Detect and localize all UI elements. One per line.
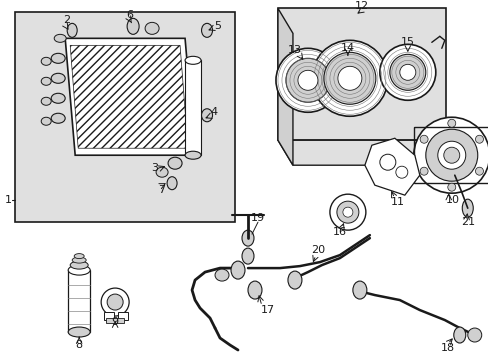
Ellipse shape	[54, 34, 66, 42]
Polygon shape	[65, 38, 195, 155]
Bar	[106, 318, 124, 323]
Ellipse shape	[51, 53, 65, 63]
Bar	[413, 127, 488, 183]
Text: 18: 18	[440, 343, 454, 353]
Text: 3: 3	[151, 163, 158, 173]
Circle shape	[474, 167, 483, 175]
Ellipse shape	[201, 109, 212, 122]
Polygon shape	[364, 138, 419, 195]
Ellipse shape	[287, 271, 301, 289]
Ellipse shape	[145, 22, 159, 34]
Text: 19: 19	[250, 213, 264, 223]
Polygon shape	[277, 8, 292, 165]
Ellipse shape	[156, 167, 168, 177]
Text: 10: 10	[445, 195, 459, 205]
Circle shape	[389, 54, 425, 90]
Ellipse shape	[201, 23, 212, 37]
Circle shape	[285, 58, 329, 102]
Circle shape	[425, 129, 477, 181]
Circle shape	[342, 207, 352, 217]
Circle shape	[336, 201, 358, 223]
Circle shape	[419, 135, 427, 143]
Ellipse shape	[68, 265, 90, 275]
Bar	[104, 312, 114, 320]
Ellipse shape	[127, 18, 139, 34]
Bar	[277, 8, 445, 140]
Circle shape	[413, 117, 488, 193]
Circle shape	[474, 135, 483, 143]
Circle shape	[337, 66, 361, 90]
Ellipse shape	[168, 157, 182, 169]
Circle shape	[399, 64, 415, 80]
Ellipse shape	[51, 93, 65, 103]
Text: 16: 16	[332, 227, 346, 237]
Ellipse shape	[51, 113, 65, 123]
Circle shape	[101, 288, 129, 316]
Ellipse shape	[67, 23, 77, 37]
Ellipse shape	[70, 261, 88, 269]
Text: 7: 7	[158, 185, 165, 195]
Text: 21: 21	[460, 217, 474, 227]
Bar	[15, 12, 235, 222]
Circle shape	[275, 48, 339, 112]
Ellipse shape	[51, 73, 65, 83]
Text: 4: 4	[210, 107, 217, 117]
Circle shape	[297, 70, 317, 90]
Ellipse shape	[41, 97, 51, 105]
Text: 13: 13	[287, 45, 301, 55]
Text: 6: 6	[126, 10, 133, 21]
Circle shape	[379, 154, 395, 170]
Circle shape	[447, 119, 455, 127]
Ellipse shape	[247, 281, 262, 299]
Circle shape	[437, 141, 465, 169]
Circle shape	[395, 166, 407, 178]
Ellipse shape	[41, 117, 51, 125]
Text: 8: 8	[76, 340, 82, 350]
Ellipse shape	[68, 327, 90, 337]
Ellipse shape	[453, 327, 465, 343]
Circle shape	[443, 147, 459, 163]
Ellipse shape	[41, 57, 51, 65]
Ellipse shape	[467, 328, 481, 342]
Ellipse shape	[184, 151, 201, 159]
Bar	[68, 270, 90, 332]
Text: 2: 2	[62, 15, 70, 25]
Ellipse shape	[215, 269, 228, 281]
Circle shape	[329, 194, 365, 230]
Ellipse shape	[242, 248, 253, 264]
Circle shape	[447, 183, 455, 191]
Text: 12: 12	[354, 1, 368, 12]
Ellipse shape	[461, 199, 472, 217]
Ellipse shape	[242, 230, 253, 246]
Text: 1: 1	[5, 195, 12, 205]
Ellipse shape	[74, 253, 84, 258]
Ellipse shape	[352, 281, 366, 299]
Circle shape	[107, 294, 123, 310]
Ellipse shape	[184, 56, 201, 64]
Circle shape	[311, 40, 387, 116]
Ellipse shape	[41, 77, 51, 85]
Ellipse shape	[167, 177, 177, 190]
Text: 9: 9	[111, 317, 119, 327]
Bar	[184, 60, 201, 155]
Circle shape	[379, 44, 435, 100]
Bar	[118, 312, 128, 320]
Text: 17: 17	[261, 305, 274, 315]
Polygon shape	[70, 45, 188, 148]
Polygon shape	[277, 140, 460, 165]
Circle shape	[419, 167, 427, 175]
Ellipse shape	[230, 261, 244, 279]
Text: 5: 5	[214, 21, 221, 31]
Circle shape	[323, 52, 375, 104]
Text: 11: 11	[390, 197, 404, 207]
Text: 20: 20	[310, 245, 325, 255]
Ellipse shape	[72, 257, 86, 263]
Text: 14: 14	[340, 43, 354, 53]
Text: 15: 15	[400, 37, 414, 47]
